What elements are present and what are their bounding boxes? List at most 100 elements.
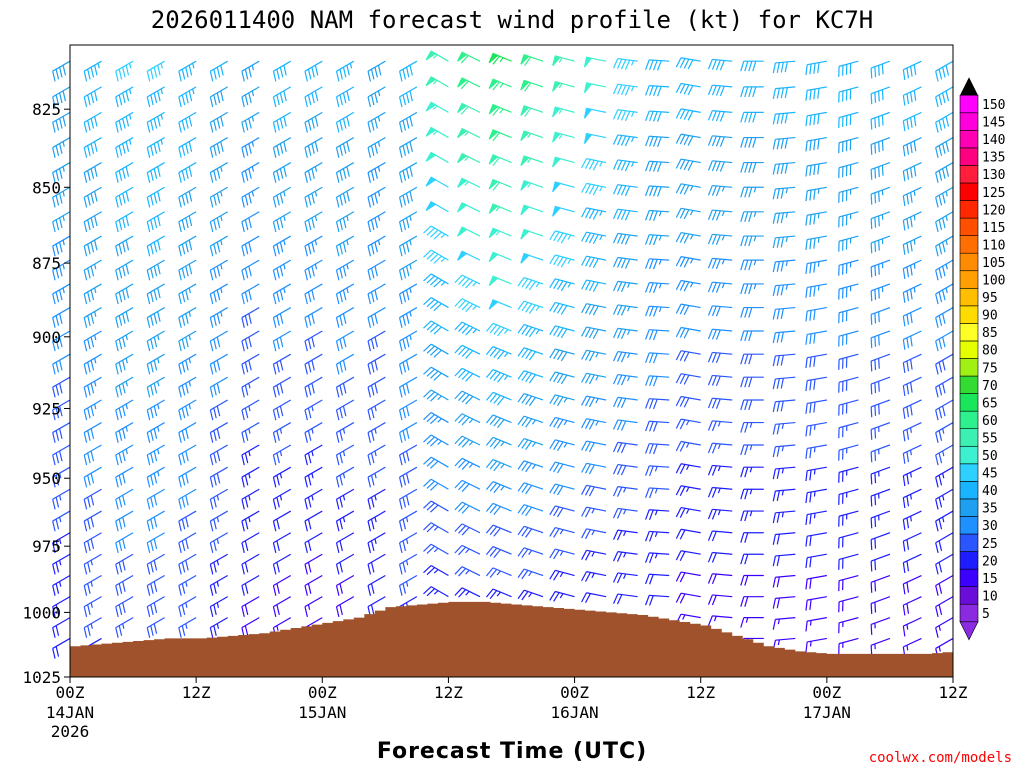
barb-half-feather	[500, 463, 505, 469]
barb-half-feather	[945, 263, 948, 270]
wind-barb	[520, 228, 544, 240]
wind-barb	[398, 466, 418, 488]
wind-barb	[645, 84, 670, 97]
wind-barb	[335, 211, 355, 233]
barb-feather	[652, 376, 658, 387]
barb-feather	[493, 484, 501, 494]
barb-feather	[906, 473, 910, 485]
barb-half-feather	[251, 116, 255, 122]
barb-feather	[402, 385, 407, 396]
barb-feather	[118, 219, 123, 231]
barb-feather	[485, 346, 494, 355]
barb-feather	[244, 69, 249, 80]
barb-feather	[493, 440, 501, 449]
barb-feather	[909, 241, 913, 252]
wind-barb	[115, 488, 134, 510]
wind-barb	[178, 575, 197, 596]
x-tick-date: 17JAN	[803, 703, 851, 722]
barb-feather	[272, 71, 277, 82]
barb-feather	[553, 303, 560, 313]
wind-barb	[870, 637, 891, 656]
barb-feather	[711, 234, 717, 245]
barb-feather	[906, 582, 910, 593]
barb-feather	[809, 469, 812, 481]
barb-feather	[707, 398, 713, 409]
barb-pennant	[520, 79, 530, 91]
barb-feather	[461, 371, 470, 380]
wind-barb	[272, 353, 292, 375]
wind-barb	[707, 442, 733, 454]
y-tick-label: 825	[32, 100, 61, 119]
barb-feather	[935, 197, 939, 208]
barb-feather	[276, 562, 280, 573]
barb-feather	[125, 191, 130, 202]
barb-feather	[935, 477, 939, 488]
wind-barb	[423, 586, 449, 598]
wind-barb	[772, 532, 796, 545]
wind-barb	[241, 596, 260, 617]
barb-feather	[906, 337, 910, 349]
barb-half-feather	[279, 428, 283, 434]
barb-feather	[744, 399, 749, 411]
barb-half-feather	[276, 625, 279, 631]
barb-feather	[402, 94, 407, 106]
wind-barb	[367, 553, 386, 575]
barb-feather	[588, 257, 595, 268]
barb-feather	[492, 55, 500, 65]
barb-half-feather	[125, 426, 128, 432]
wind-barb	[549, 254, 575, 268]
barb-feather	[909, 288, 913, 300]
barb-feather	[776, 512, 780, 523]
barb-feather	[244, 315, 249, 326]
barb-feather	[942, 217, 946, 229]
barb-half-feather	[248, 428, 251, 434]
barb-feather	[339, 475, 343, 486]
wind-barb	[870, 211, 891, 230]
barb-feather	[805, 287, 808, 298]
barb-feather	[178, 409, 182, 421]
barb-feather	[711, 282, 717, 293]
barb-feather	[715, 258, 721, 269]
barb-feather	[272, 477, 277, 488]
barb-feather	[489, 482, 498, 492]
barb-feather	[115, 477, 119, 488]
barb-feather	[213, 430, 217, 441]
barb-feather	[461, 483, 470, 492]
wind-barb	[520, 54, 544, 66]
barb-feather	[620, 59, 627, 70]
barb-feather	[772, 424, 776, 435]
barb-feather	[805, 215, 808, 226]
wind-barb	[740, 136, 764, 148]
wind-barb	[52, 211, 71, 233]
barb-feather	[55, 145, 60, 156]
barb-feather	[216, 383, 221, 394]
barb-feather	[645, 85, 650, 96]
barb-feather	[339, 315, 343, 326]
barb-half-feather	[654, 531, 658, 538]
barb-feather	[878, 358, 880, 369]
wind-barb	[870, 553, 891, 572]
barb-half-feather	[535, 282, 540, 288]
x-tick-label: 12Z	[182, 683, 211, 702]
barb-feather	[711, 85, 717, 96]
barb-feather	[398, 245, 403, 257]
barb-feather	[675, 507, 682, 518]
barb-feather	[458, 568, 467, 577]
wind-barb	[335, 60, 355, 82]
barb-feather	[909, 66, 913, 77]
barb-feather	[83, 197, 88, 208]
colorbar-swatch	[959, 252, 979, 272]
barb-feather	[592, 160, 599, 171]
wind-barb	[838, 421, 859, 439]
barb-feather	[740, 330, 745, 342]
barb-feather	[115, 364, 119, 375]
barb-feather	[809, 556, 812, 568]
barb-feather	[374, 289, 378, 301]
barb-feather	[612, 508, 619, 519]
colorbar-swatch	[959, 498, 979, 517]
barb-feather	[809, 535, 812, 546]
wind-barb	[241, 353, 260, 375]
barb-half-feather	[283, 287, 286, 294]
barb-feather	[311, 336, 315, 348]
barb-feather	[213, 362, 217, 373]
